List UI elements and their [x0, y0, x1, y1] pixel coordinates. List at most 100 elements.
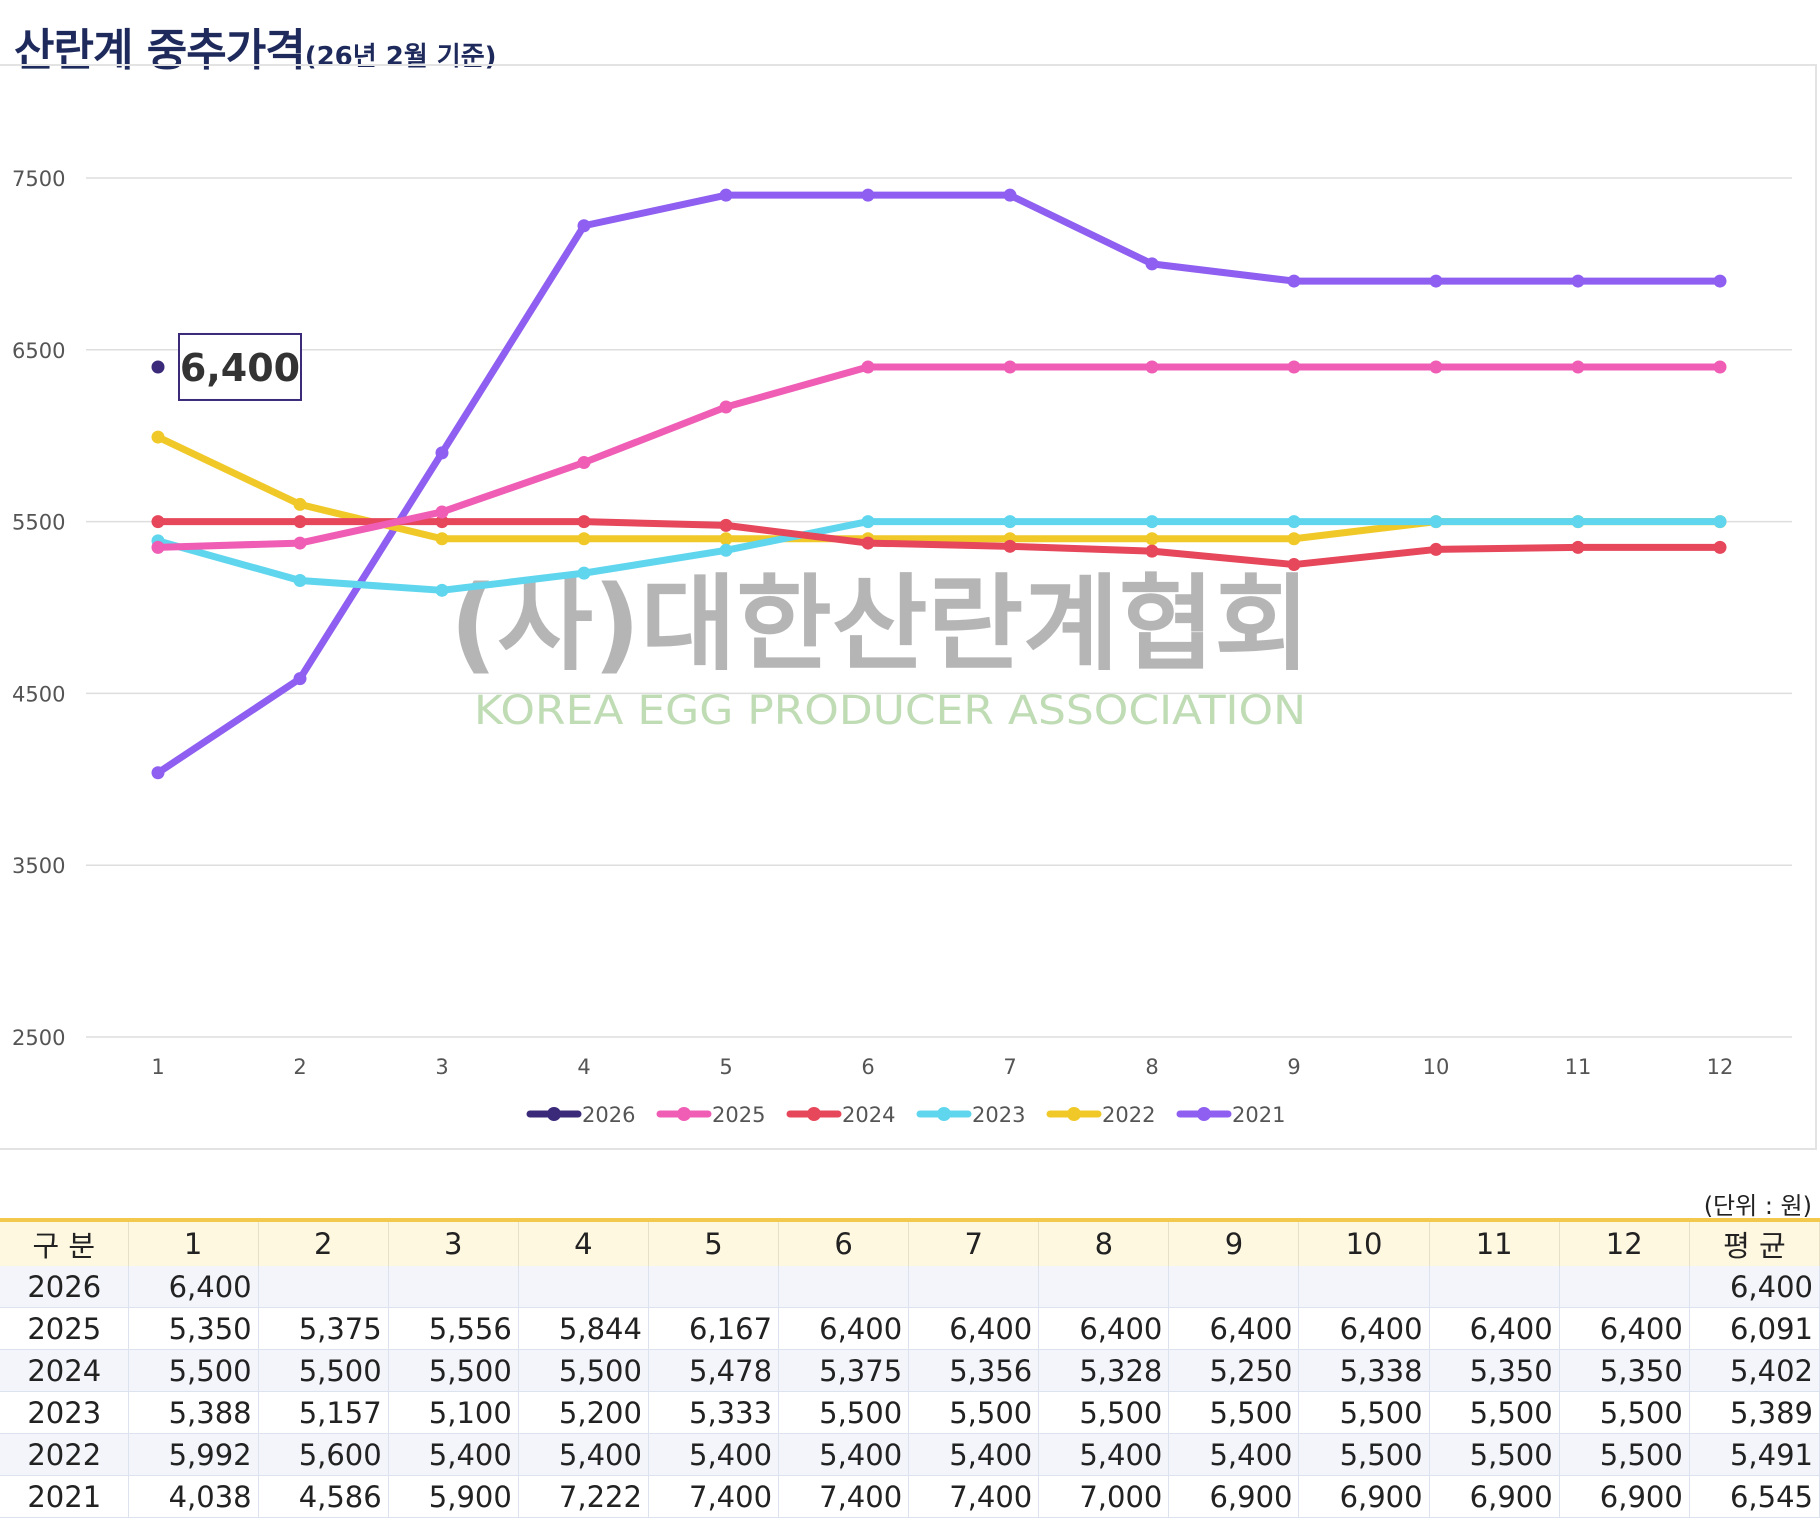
table-cell: 6,400: [128, 1266, 259, 1308]
table-cell: 5,500: [518, 1349, 649, 1392]
legend-marker: [937, 1107, 951, 1121]
table-cell: 5,500: [1038, 1391, 1170, 1434]
table-row: 2022 5,992 5,600 5,400 5,400 5,400 5,400 5,400 5…: [0, 1433, 1820, 1476]
table-cell: 5,556: [388, 1307, 519, 1350]
table-cell: 5,500: [388, 1349, 519, 1392]
x-tick-label: 7: [1003, 1055, 1016, 1079]
row-header: 2024: [0, 1349, 129, 1392]
table-cell: 6,400: [1689, 1266, 1820, 1308]
data-point-2025: [1571, 360, 1585, 374]
column-header: 5: [648, 1218, 780, 1266]
table-cell: 5,478: [648, 1349, 780, 1392]
table-cell: 6,900: [1298, 1475, 1430, 1518]
table-cell: [648, 1266, 780, 1308]
column-header: 구 분: [0, 1218, 129, 1266]
table-cell: 5,328: [1038, 1349, 1170, 1392]
series-line-2023: [154, 518, 1724, 594]
table-cell: 5,100: [388, 1391, 519, 1434]
data-point-2025: [151, 540, 165, 554]
data-point-2021: [293, 672, 307, 686]
table-cell: 5,400: [908, 1433, 1040, 1476]
chart-series: [151, 188, 1727, 780]
table-cell: 5,500: [258, 1349, 389, 1392]
data-point-2021: [1003, 188, 1017, 202]
table-cell: [1038, 1266, 1170, 1308]
data-point-2022: [293, 497, 307, 511]
table-cell: 6,400: [908, 1307, 1040, 1350]
table-cell: 5,400: [518, 1433, 649, 1476]
data-point-2025: [1003, 360, 1017, 374]
x-tick-label: 6: [861, 1055, 874, 1079]
data-point-2022: [719, 532, 733, 546]
y-tick-label: 6500: [12, 339, 65, 363]
table-cell: 5,400: [1038, 1433, 1170, 1476]
y-tick-label: 2500: [12, 1026, 65, 1050]
page-title: 산란계 중추가격(26년 2월 기준): [14, 14, 497, 78]
x-tick-label: 12: [1707, 1055, 1734, 1079]
table-cell: 6,167: [648, 1307, 780, 1350]
legend-item-2026: 2026: [526, 1103, 635, 1127]
data-point-2025: [719, 400, 733, 414]
data-point-2023: [293, 574, 307, 588]
table-cell: 6,900: [1559, 1475, 1690, 1518]
row-header: 2022: [0, 1433, 129, 1476]
table-cell: [518, 1266, 649, 1308]
series-2026: [151, 360, 165, 374]
column-header: 10: [1298, 1218, 1430, 1266]
table-cell: 5,500: [1298, 1433, 1430, 1476]
table-cell: 6,900: [1168, 1475, 1300, 1518]
data-point-2024: [1003, 539, 1017, 553]
table-cell: 5,500: [1298, 1391, 1430, 1434]
data-point-2021: [435, 446, 449, 460]
table-cell: 5,350: [1429, 1349, 1560, 1392]
data-point-2024: [435, 515, 449, 529]
series-2021: [151, 188, 1727, 780]
column-header: 9: [1168, 1218, 1300, 1266]
data-point-2025: [1713, 360, 1727, 374]
data-point-2022: [435, 532, 449, 546]
column-header: 7: [908, 1218, 1040, 1266]
data-point-2024: [1429, 542, 1443, 556]
table-cell: 5,356: [908, 1349, 1040, 1392]
column-header: 평 균: [1689, 1218, 1820, 1266]
y-tick-label: 7500: [12, 167, 65, 191]
legend-item-2021: 2021: [1176, 1103, 1285, 1127]
data-point-2024: [1713, 540, 1727, 554]
data-point-2025: [293, 536, 307, 550]
column-header: 6: [778, 1218, 910, 1266]
table-cell: 5,250: [1168, 1349, 1300, 1392]
table-cell: 5,500: [778, 1391, 910, 1434]
data-point-2024: [1287, 558, 1301, 572]
data-point-2021: [719, 188, 733, 202]
series-2025: [151, 360, 1727, 554]
y-axis-ticks: 2500 3500 4500 5500 6500 7500: [12, 167, 65, 1050]
table-cell: 6,400: [1429, 1307, 1560, 1350]
table-cell: 7,400: [778, 1475, 910, 1518]
data-point-2023: [1713, 515, 1727, 529]
data-point-2023: [1287, 515, 1301, 529]
tooltip-label: 6,400: [180, 346, 300, 390]
table-cell: [1168, 1266, 1300, 1308]
y-tick-label: 5500: [12, 511, 65, 535]
row-header: 2026: [0, 1266, 129, 1308]
data-point-2021: [1287, 274, 1301, 288]
data-point-2021: [1713, 274, 1727, 288]
series-line-2021: [154, 191, 1724, 777]
legend-label: 2022: [1102, 1103, 1155, 1127]
table-cell: 5,350: [128, 1307, 259, 1350]
x-tick-label: 8: [1145, 1055, 1158, 1079]
data-point-2024: [293, 515, 307, 529]
table-cell: 7,222: [518, 1475, 649, 1518]
data-point-2024: [719, 518, 733, 532]
data-point-2021: [1429, 274, 1443, 288]
table-cell: 4,586: [258, 1475, 389, 1518]
data-point-2022: [577, 532, 591, 546]
table-cell: 4,038: [128, 1475, 259, 1518]
watermark-english: KOREA EGG PRODUCER ASSOCIATION: [474, 688, 1306, 734]
data-point-2022: [1287, 532, 1301, 546]
data-point-2022: [151, 430, 165, 444]
legend-item-2022: 2022: [1046, 1103, 1155, 1127]
table-cell: 5,500: [1168, 1391, 1300, 1434]
table-cell: 5,375: [778, 1349, 910, 1392]
